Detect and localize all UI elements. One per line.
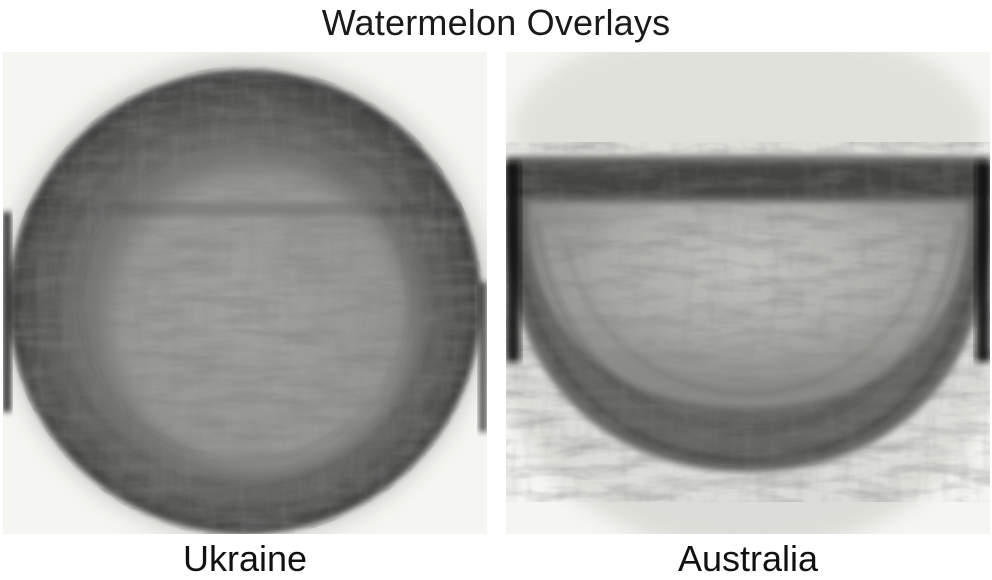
australia-overlay-graphic [506,52,990,534]
ukraine-overlay-image [3,52,487,534]
australia-overlay-image [506,52,990,534]
ukraine-overlay-graphic [3,52,487,534]
figure-title: Watermelon Overlays [321,2,671,43]
ukraine-caption: Ukraine [182,538,308,579]
australia-caption: Australia [677,538,819,579]
